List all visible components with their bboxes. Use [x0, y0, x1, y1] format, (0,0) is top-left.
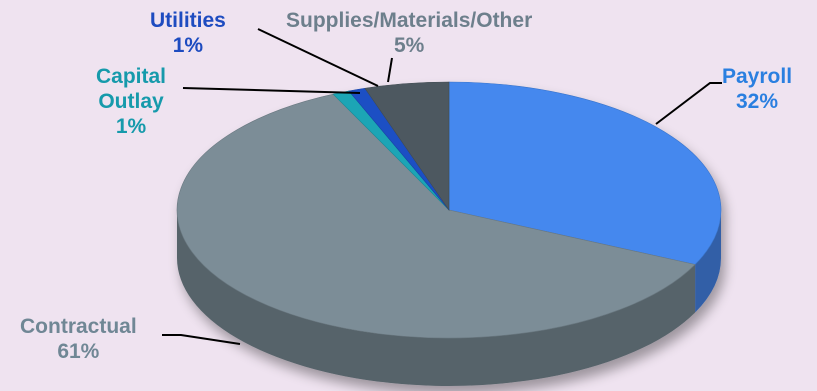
- slice-label-utilities-pct: 1%: [172, 34, 204, 57]
- slice-supplies-materials-other: [364, 81, 450, 211]
- pie-body: [176, 81, 722, 386]
- slice-label-contractual-name: Contractual: [20, 315, 137, 338]
- slice-label-payroll: Payroll 32%: [722, 64, 792, 114]
- slice-label-contractual: Contractual 61%: [20, 314, 137, 364]
- slice-label-capital-line1: Capital: [96, 65, 167, 88]
- slice-label-payroll-name: Payroll: [722, 65, 793, 88]
- leader-contractual: [162, 334, 241, 345]
- slice-side-payroll: [695, 210, 721, 313]
- slice-label-supplies-name: Supplies/Materials/Other: [286, 9, 533, 32]
- leader-utilities: [257, 28, 379, 87]
- slice-label-contractual-pct: 61%: [57, 340, 100, 363]
- slice-label-capital-line2: Outlay: [98, 90, 164, 113]
- slice-contractual: [176, 93, 696, 339]
- slice-payroll: [448, 81, 722, 265]
- slice-label-capital-outlay: Capital Outlay 1%: [96, 64, 166, 139]
- slice-side-contractual: [177, 210, 696, 386]
- leader-payroll: [655, 82, 722, 125]
- slice-label-supplies-pct: 5%: [393, 34, 425, 57]
- slice-label-utilities-name: Utilities: [150, 9, 226, 32]
- slice-label-supplies: Supplies/Materials/Other 5%: [286, 8, 532, 58]
- slice-label-capital-pct: 1%: [115, 115, 147, 138]
- slice-label-utilities: Utilities 1%: [150, 8, 226, 58]
- leader-capital: [182, 87, 361, 94]
- leader-supplies: [387, 57, 393, 83]
- slice-label-payroll-pct: 32%: [736, 90, 779, 113]
